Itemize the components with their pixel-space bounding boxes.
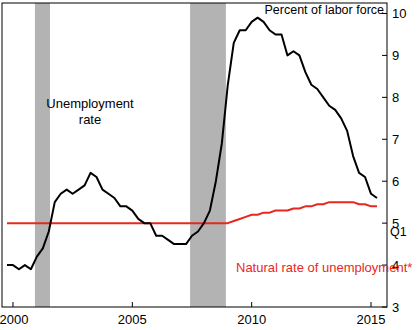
y-tick: [382, 139, 387, 140]
annotation: Q1: [390, 225, 407, 239]
y-tick-label: 8: [392, 90, 399, 105]
y-tick: [382, 223, 387, 224]
x-tick: [251, 302, 252, 307]
series-label: Natural rate of unemployment*: [236, 260, 412, 275]
series-line: [7, 18, 377, 270]
y-tick-label: 6: [392, 174, 399, 189]
series-line: [7, 202, 377, 223]
x-tick-label: 2010: [237, 312, 266, 327]
y-axis-label: Percent of labor force: [264, 3, 384, 17]
y-tick-label: 10: [392, 6, 406, 21]
y-tick: [382, 97, 387, 98]
series-label: Unemploymentrate: [46, 96, 134, 127]
x-tick-label: 2005: [118, 312, 147, 327]
y-tick: [382, 181, 387, 182]
y-tick: [382, 307, 387, 308]
y-tick-label: 9: [392, 48, 399, 63]
x-tick: [12, 302, 13, 307]
x-tick: [371, 302, 372, 307]
chart: 3456789102000200520102015Percent of labo…: [0, 0, 417, 330]
y-tick-label: 7: [392, 132, 399, 147]
y-tick: [382, 55, 387, 56]
x-tick-label: 2000: [0, 312, 28, 327]
y-tick-label: 3: [392, 300, 399, 315]
recession-band: [35, 3, 50, 307]
x-tick: [132, 302, 133, 307]
x-tick-label: 2015: [357, 312, 386, 327]
